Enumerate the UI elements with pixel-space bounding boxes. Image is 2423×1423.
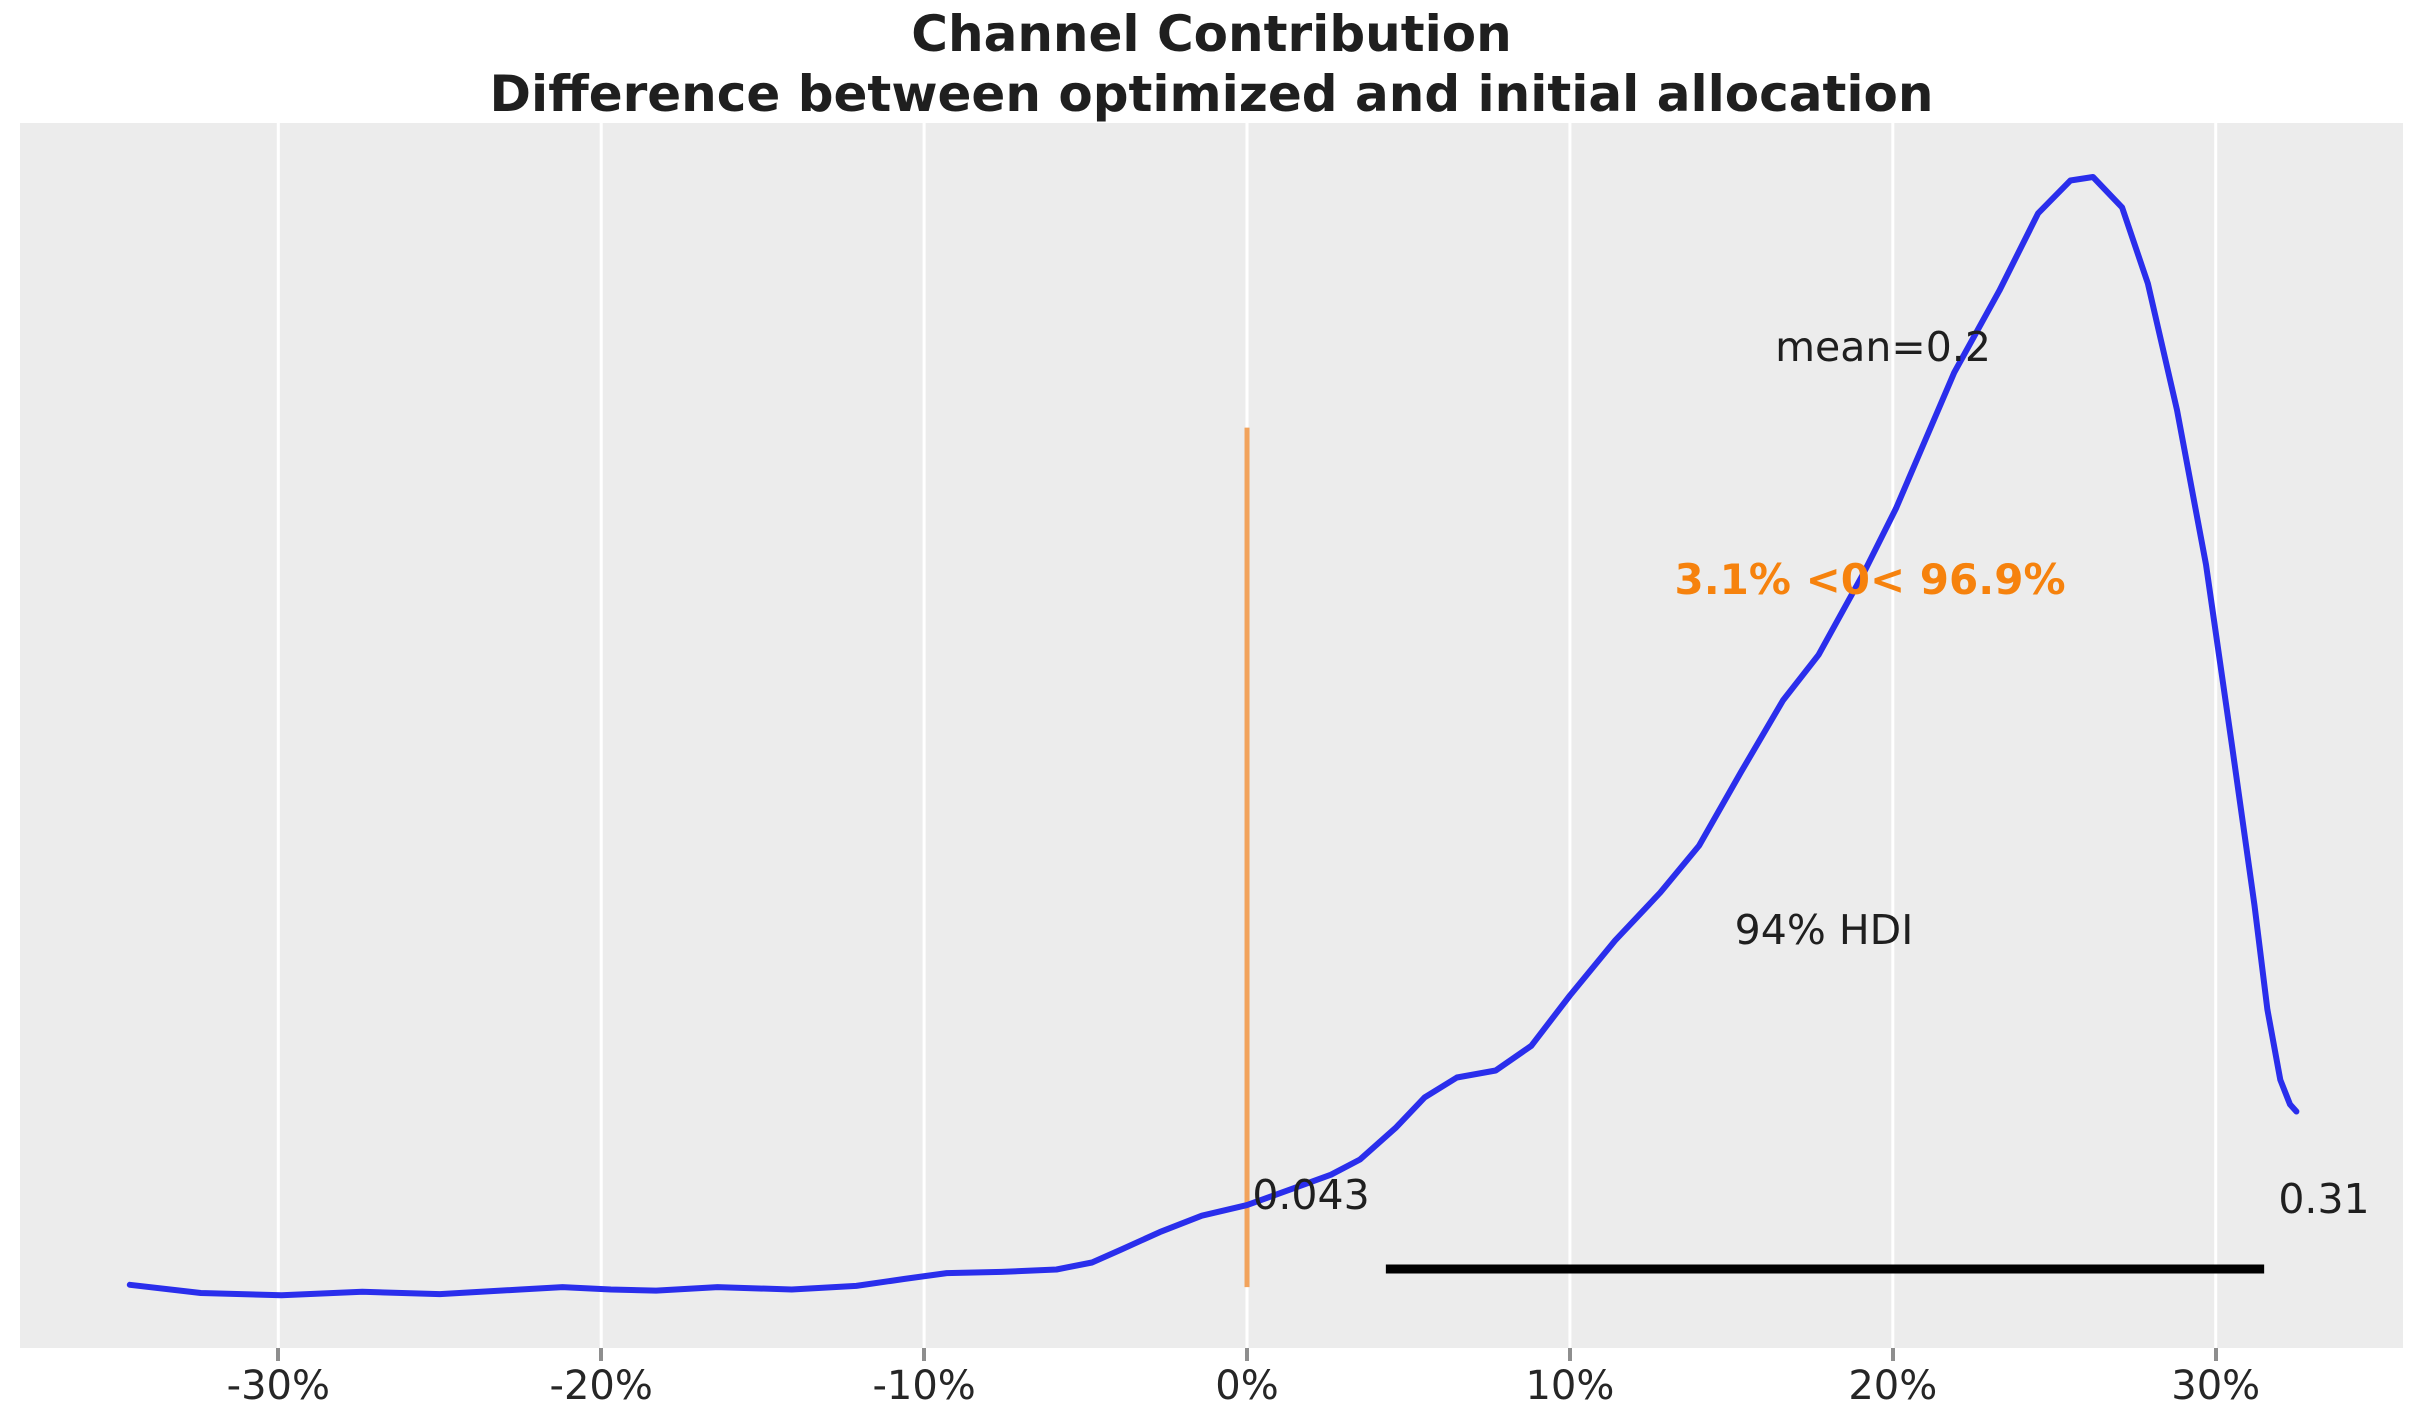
- kde-curve: [126, 174, 2300, 1299]
- ref-probability-annotation: 3.1% <0< 96.9%: [1674, 555, 2066, 604]
- plot-area: [20, 123, 2403, 1348]
- x-tick-mark: [1567, 1348, 1572, 1361]
- x-tick-label: -10%: [872, 1363, 976, 1409]
- plot-svg: [126, 123, 2300, 1348]
- x-tick-mark: [276, 1348, 281, 1361]
- hdi-lower-value-label: 0.043: [1252, 1171, 1370, 1219]
- x-tick-mark: [1890, 1348, 1895, 1361]
- hdi-title-annotation: 94% HDI: [1734, 906, 1914, 954]
- chart-title: Channel Contribution Difference between …: [0, 4, 2423, 124]
- x-tick-label: 10%: [1525, 1363, 1615, 1409]
- x-tick-mark: [922, 1348, 927, 1361]
- x-tick-label: 20%: [1848, 1363, 1938, 1409]
- hdi-upper-value-label: 0.31: [2278, 1175, 2370, 1223]
- x-tick-label: -20%: [549, 1363, 653, 1409]
- x-tick-mark: [1245, 1348, 1250, 1361]
- chart-title-line1: Channel Contribution: [911, 5, 1512, 63]
- x-tick-mark: [599, 1348, 604, 1361]
- mean-annotation: mean=0.2: [1775, 323, 1991, 371]
- chart-title-line2: Difference between optimized and initial…: [489, 65, 1934, 123]
- x-tick-label: 30%: [2171, 1363, 2261, 1409]
- x-tick-label: -30%: [226, 1363, 330, 1409]
- x-tick-label: 0%: [1215, 1363, 1279, 1409]
- x-tick-mark: [2213, 1348, 2218, 1361]
